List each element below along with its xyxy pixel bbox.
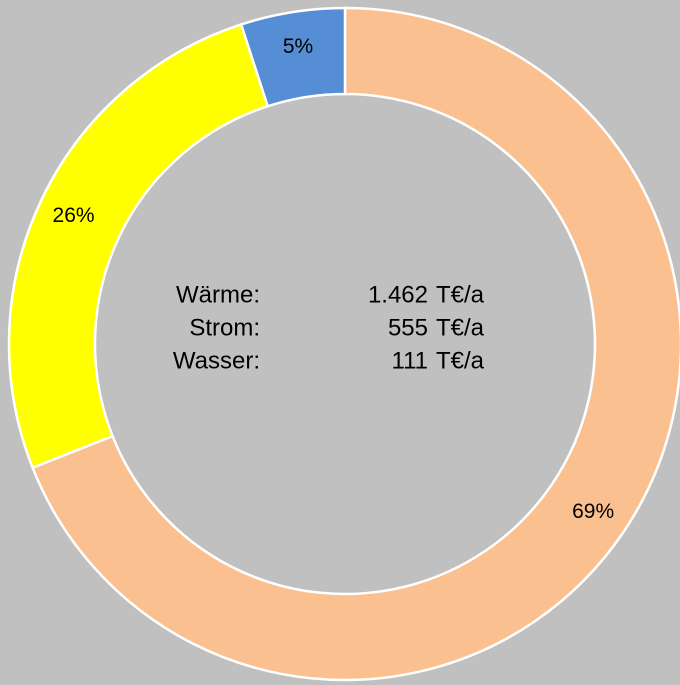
slice-label: 69% [572, 500, 614, 523]
donut-slice [7, 22, 270, 470]
legend-value: 1.462 [368, 281, 428, 308]
legend-value: 555 [388, 314, 428, 341]
slice-label: 26% [53, 204, 95, 227]
slice-label: 5% [283, 35, 313, 58]
donut-slice [30, 6, 680, 682]
legend-unit: T€/a [436, 314, 485, 341]
legend-unit: T€/a [436, 347, 485, 374]
legend-label: Wärme: [176, 281, 260, 308]
donut-slice [239, 6, 347, 108]
legend-label: Wasser: [173, 347, 260, 374]
legend-label: Strom: [189, 314, 260, 341]
legend-value: 111 [392, 347, 428, 374]
legend-unit: T€/a [436, 281, 485, 308]
